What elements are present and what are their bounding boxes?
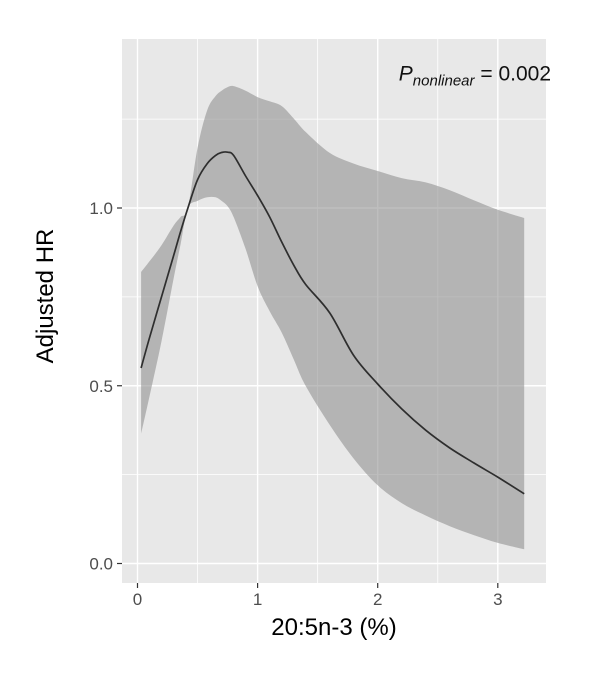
- y-axis-title: Adjusted HR: [32, 228, 59, 364]
- y-tick-label: 0.0: [89, 555, 113, 574]
- y-tick-label: 0.5: [89, 377, 113, 396]
- x-tick-label: 3: [493, 590, 502, 609]
- x-axis-title: 20:5n-3 (%): [271, 614, 397, 641]
- hr-curve: [140, 151, 525, 495]
- x-tick-label: 2: [373, 590, 382, 609]
- p-value-text: = 0.002: [474, 62, 551, 86]
- p-symbol: P: [398, 62, 413, 86]
- axis-tick-labels: 0 1 2 3 0.0 0.5 1.0: [89, 199, 502, 609]
- p-subscript: nonlinear: [412, 72, 475, 90]
- y-tick-label: 1.0: [89, 199, 113, 218]
- x-tick-label: 1: [253, 590, 262, 609]
- p-nonlinear-annotation: Pnonlinear = 0.002: [399, 62, 551, 89]
- axis-tick-marks: [117, 207, 499, 588]
- x-tick-label: 0: [133, 590, 142, 609]
- adjusted-hr-line: [140, 151, 525, 495]
